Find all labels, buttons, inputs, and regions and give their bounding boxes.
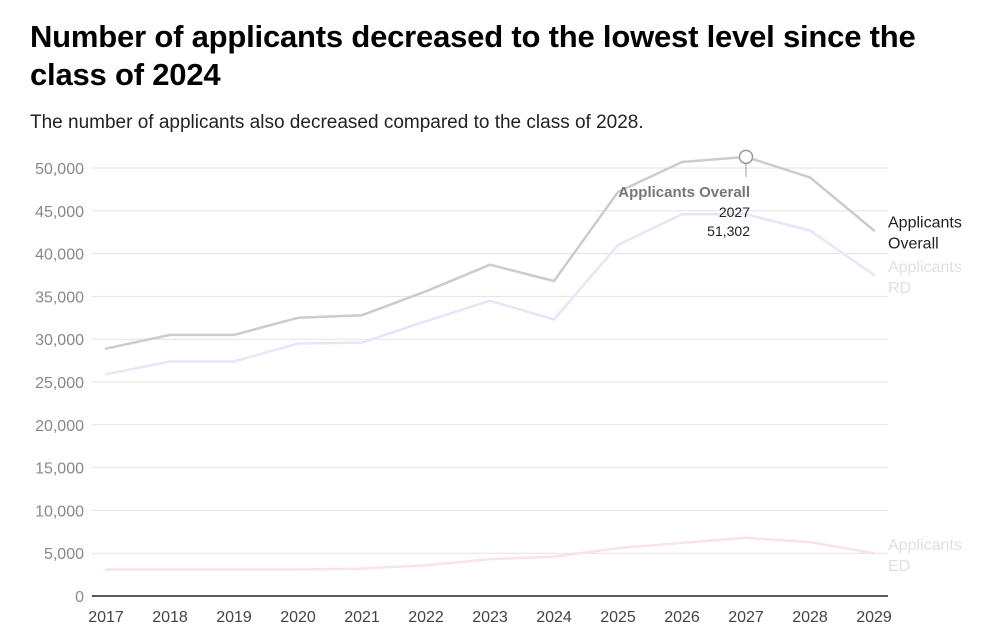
x-tick-label: 2020	[280, 609, 316, 626]
tooltip-point	[738, 149, 754, 165]
x-tick-label: 2022	[408, 609, 444, 626]
x-tick-label: 2029	[856, 609, 892, 626]
series-labels: Applicants Overall Applicants RD Applicants E…	[888, 214, 962, 575]
series-label-applicants-overall: Applicants	[888, 214, 962, 231]
series-lines	[104, 155, 876, 571]
series-line-applicants-rd	[104, 212, 876, 376]
series-line-applicants-ed	[104, 536, 876, 571]
y-tick-label: 5,000	[44, 546, 84, 563]
x-tick-label: 2018	[152, 609, 188, 626]
y-tick-label: 25,000	[35, 375, 84, 392]
x-tick-label: 2021	[344, 609, 380, 626]
y-tick-label: 10,000	[35, 503, 84, 520]
chart-title: Number of applicants decreased to the lo…	[30, 19, 916, 92]
y-tick-label: 0	[75, 589, 84, 606]
x-axis-ticks: 2017 2018 2019 2020 2021 2022 2023 2024 2025 2026…	[88, 609, 892, 626]
x-tick-label: 2023	[472, 609, 508, 626]
x-tick-label: 2028	[792, 609, 828, 626]
x-tick-label: 2017	[88, 609, 124, 626]
x-tick-label: 2024	[536, 609, 572, 626]
tooltip-series-name: Applicants Overall	[618, 184, 750, 201]
series-label-applicants-rd: RD	[888, 280, 911, 297]
y-tick-label: 30,000	[35, 332, 84, 349]
x-tick-label: 2027	[728, 609, 764, 626]
series-label-applicants-ed: Applicants	[888, 537, 962, 554]
series-label-applicants-overall: Overall	[888, 235, 939, 252]
y-tick-label: 50,000	[35, 161, 84, 178]
tooltip-value: 51,302	[707, 223, 750, 239]
y-tick-label: 35,000	[35, 289, 84, 306]
tooltip-category: 2027	[719, 204, 750, 220]
x-tick-label: 2019	[216, 609, 252, 626]
chart-subtitle: The number of applicants also decreased …	[30, 112, 644, 133]
x-tick-label: 2026	[664, 609, 700, 626]
y-tick-label: 45,000	[35, 204, 84, 221]
y-axis-ticks: 0 5,000 10,000 15,000 20,000 25,000 30,000 35,0…	[35, 161, 84, 606]
series-label-applicants-rd: Applicants	[888, 259, 962, 276]
series-line-applicants-overall	[104, 155, 876, 350]
y-tick-label: 40,000	[35, 247, 84, 264]
x-tick-label: 2025	[600, 609, 636, 626]
tooltip: Applicants Overall 2027 51,302	[618, 149, 754, 239]
series-label-applicants-ed: ED	[888, 558, 910, 575]
y-tick-label: 15,000	[35, 461, 84, 478]
y-tick-label: 20,000	[35, 418, 84, 435]
gridlines	[92, 167, 888, 597]
